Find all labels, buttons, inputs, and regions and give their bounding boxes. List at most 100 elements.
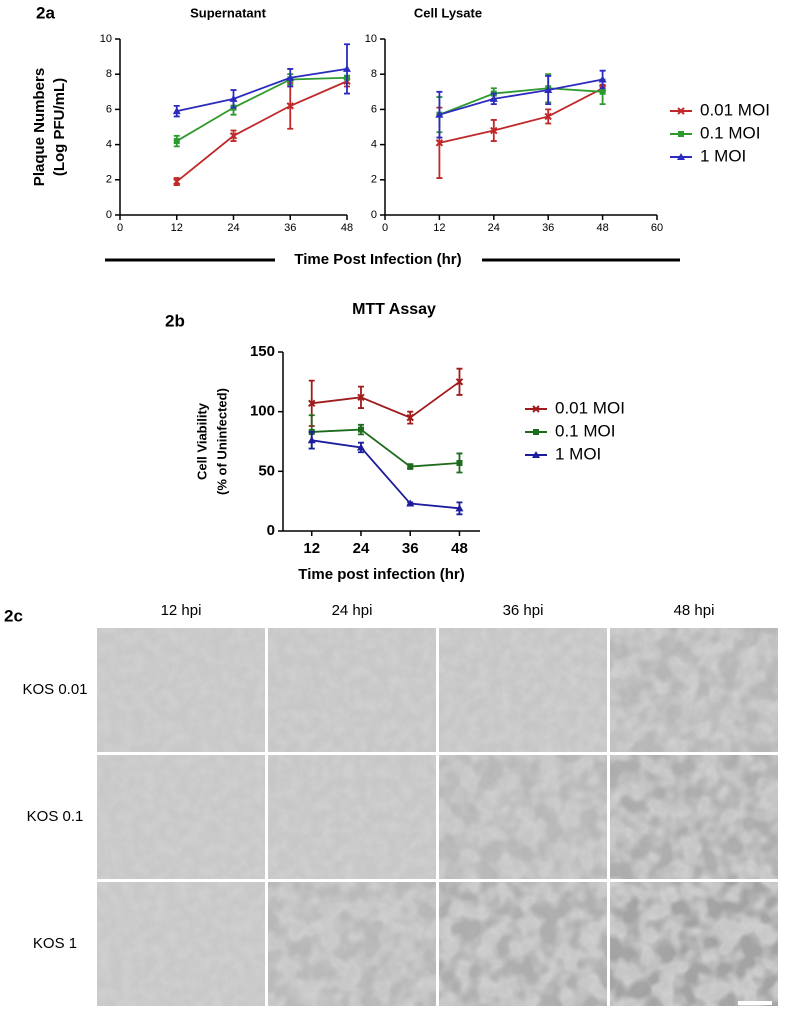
micrograph-texture (97, 628, 265, 752)
chart-title: Supernatant (190, 5, 267, 20)
series-line (439, 87, 604, 144)
y-tick-label: 0 (106, 209, 112, 221)
x-tick-label: 48 (341, 222, 353, 234)
x-tick-label: 24 (488, 222, 500, 234)
x-tick-label: 36 (542, 222, 554, 234)
y-tick-label: 4 (106, 139, 112, 151)
micrograph-texture (439, 628, 607, 752)
x-tick-label: 60 (651, 222, 663, 234)
series-line (176, 68, 348, 113)
column-label: 24 hpi (332, 602, 373, 619)
micrograph-clusters (439, 755, 607, 879)
marker (435, 110, 444, 118)
y-axis-label: (% of Uninfected) (214, 388, 229, 495)
marker (435, 139, 444, 147)
x-tick-label: 36 (284, 222, 296, 234)
legend-marker (677, 153, 685, 160)
marker (286, 73, 295, 81)
series-line (439, 87, 603, 116)
marker (407, 463, 414, 470)
marker (357, 426, 364, 433)
legend-marker (532, 405, 540, 413)
marker (357, 393, 365, 402)
y-tick-label: 2 (106, 174, 112, 186)
x-axis-label: Time post infection (hr) (298, 566, 464, 583)
marker (599, 88, 606, 95)
marker (456, 459, 463, 466)
micrograph-clusters (268, 882, 436, 1006)
legend-label: 0.1 MOI (555, 421, 615, 440)
y-tick-label: 2 (371, 174, 377, 186)
y-tick-label: 6 (371, 103, 377, 115)
marker (490, 126, 498, 135)
marker (406, 413, 414, 422)
marker (406, 499, 415, 507)
legend-marker (532, 451, 540, 458)
marker (307, 436, 316, 444)
marker (489, 94, 498, 102)
series-line (311, 428, 460, 468)
y-tick-label: 100 (250, 403, 275, 420)
y-axis-label: Cell Viability (194, 402, 209, 480)
y-tick-label: 4 (371, 139, 377, 151)
series-line (311, 439, 460, 510)
legend-label: 0.01 MOI (700, 100, 770, 119)
marker (455, 378, 464, 386)
series-line (176, 76, 348, 142)
column-label: 36 hpi (503, 602, 544, 619)
chart-title: Cell Lysate (414, 5, 482, 20)
y-tick-label: 50 (258, 462, 275, 479)
micrograph-clusters (610, 755, 778, 879)
marker (229, 132, 238, 140)
micrograph-texture (268, 628, 436, 752)
marker (308, 399, 316, 408)
x-tick-label: 12 (303, 540, 320, 557)
x-tick-label: 48 (596, 222, 608, 234)
marker (173, 138, 180, 145)
panel-label: 2b (165, 311, 185, 330)
y-tick-label: 10 (365, 33, 377, 45)
marker (356, 443, 365, 451)
y-tick-label: 0 (267, 522, 275, 539)
x-tick-label: 24 (227, 222, 239, 234)
micrograph-clusters (610, 628, 778, 752)
y-axis-label: Plaque Numbers (31, 68, 48, 186)
marker (229, 94, 238, 102)
panel-label: 2c (4, 606, 23, 625)
shared-x-label: Time Post Infection (hr) (294, 251, 461, 268)
marker (343, 64, 351, 72)
marker (598, 75, 607, 83)
marker (544, 112, 552, 121)
x-tick-label: 36 (402, 540, 419, 557)
marker (544, 86, 553, 94)
y-tick-label: 8 (371, 68, 377, 80)
column-label: 48 hpi (674, 602, 715, 619)
micrograph-texture (97, 755, 265, 879)
panel-label: 2a (36, 3, 55, 22)
y-tick-label: 0 (371, 209, 377, 221)
x-tick-label: 24 (353, 540, 370, 557)
micrograph-clusters (610, 882, 778, 1006)
legend-marker (677, 107, 685, 115)
marker (173, 177, 181, 186)
x-tick-label: 0 (117, 222, 123, 234)
series-line (311, 381, 461, 419)
legend-label: 0.1 MOI (700, 123, 760, 142)
marker (172, 107, 181, 115)
row-label: KOS 0.1 (27, 808, 84, 825)
y-tick-label: 8 (106, 68, 112, 80)
legend-label: 0.01 MOI (555, 398, 625, 417)
y-axis-label: (Log PFU/mL) (51, 78, 68, 176)
x-tick-label: 0 (382, 222, 388, 234)
legend-label: 1 MOI (700, 146, 746, 165)
micrograph-texture (97, 882, 265, 1006)
marker (455, 504, 464, 512)
row-label: KOS 0.01 (22, 681, 87, 698)
x-tick-label: 48 (451, 540, 468, 557)
legend-marker (678, 131, 684, 137)
x-tick-label: 12 (171, 222, 183, 234)
x-tick-label: 12 (433, 222, 445, 234)
chart-title: MTT Assay (352, 301, 436, 318)
y-tick-label: 150 (250, 343, 275, 360)
